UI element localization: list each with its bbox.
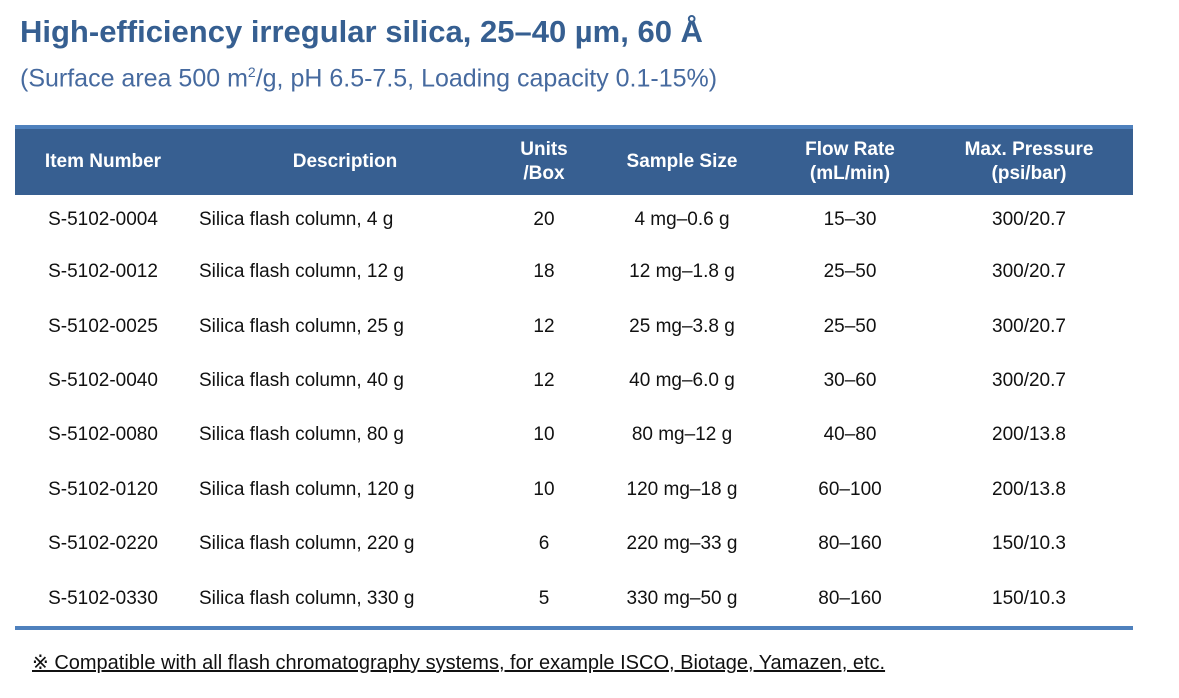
cell-item-number: S-5102-0330: [15, 571, 191, 630]
table-row: S-5102-0025 Silica flash column, 25 g 12 25…: [15, 299, 1133, 353]
cell-description: Silica flash column, 330 g: [191, 571, 499, 630]
cell-sample-size: 220 mg–33 g: [626, 533, 738, 555]
cell-sample-size: 12 mg–1.8 g: [629, 261, 735, 283]
column-header-description: Description: [191, 127, 499, 195]
cell-sample-size: 330 mg–50 g: [589, 571, 775, 630]
cell-description: Silica flash column, 80 g: [199, 424, 404, 446]
compatibility-note: ※ Compatible with all flash chromatograp…: [32, 652, 886, 674]
cell-description: Silica flash column, 25 g: [199, 315, 404, 337]
cell-flow-rate: 25–50: [823, 261, 877, 283]
cell-max-pressure: 300/20.7: [992, 369, 1066, 391]
cell-flow-rate: 80–160: [775, 571, 925, 630]
column-header-max-pressure: Max. Pressure (psi/bar): [925, 127, 1133, 195]
cell-units-per-box: 6: [538, 533, 550, 555]
cell-max-pressure: 150/10.3: [992, 533, 1066, 555]
header-line: Item Number: [44, 151, 162, 172]
header-line: Units: [520, 139, 568, 160]
cell-flow-rate: 30–60: [823, 369, 877, 391]
cell-description: Silica flash column, 4 g: [199, 209, 394, 230]
table-row: S-5102-0080 Silica flash column, 80 g 10 80…: [15, 408, 1133, 462]
table-row: S-5102-0330 Silica flash column, 330 g 5 33…: [15, 571, 1133, 630]
cell-description: Silica flash column, 12 g: [199, 261, 404, 283]
table-row: S-5102-0004 Silica flash column, 4 g 20 4 m…: [15, 195, 1133, 245]
table-row: S-5102-0040 Silica flash column, 40 g 12 40…: [15, 354, 1133, 408]
cell-units-per-box: 12: [533, 369, 555, 391]
table-row: S-5102-0012 Silica flash column, 12 g 18 12…: [15, 245, 1133, 299]
cell-max-pressure: 300/20.7: [992, 315, 1066, 337]
cell-units-per-box: 10: [533, 478, 555, 500]
column-header-flow-rate: Flow Rate (mL/min): [775, 127, 925, 195]
cell-sample-size: 4 mg–0.6 g: [634, 209, 730, 230]
cell-flow-rate: 60–100: [818, 478, 882, 500]
cell-sample-size: 40 mg–6.0 g: [629, 369, 735, 391]
subtitle-text: (Surface area 500 m: [20, 64, 248, 93]
cell-flow-rate: 15–30: [823, 209, 877, 230]
subtitle-text: /g, pH 6.5-7.5, Loading capacity 0.1-15%…: [255, 64, 718, 93]
cell-units-per-box: 10: [533, 424, 555, 446]
cell-flow-rate: 25–50: [823, 315, 877, 337]
header-line: (mL/min): [809, 163, 891, 184]
subtitle-superscript: 2: [247, 64, 256, 80]
cell-sample-size: 120 mg–18 g: [626, 478, 738, 500]
cell-max-pressure: 200/13.8: [992, 478, 1066, 500]
header-line: /Box: [523, 163, 565, 184]
cell-units-per-box: 18: [533, 261, 555, 283]
cell-item-number: S-5102-0025: [48, 315, 158, 337]
cell-item-number: S-5102-0012: [48, 261, 158, 283]
cell-description: Silica flash column, 120 g: [199, 478, 415, 500]
page-title: High-efficiency irregular silica, 25–40 …: [20, 14, 703, 49]
cell-flow-rate: 40–80: [823, 424, 877, 446]
table-header-row: Item Number Description Units/Box Sample Si…: [15, 127, 1133, 195]
cell-units-per-box: 20: [533, 209, 555, 230]
cell-max-pressure: 200/13.8: [992, 424, 1066, 446]
product-table: Item Number Description Units/Box Sample Si…: [15, 125, 1133, 630]
cell-item-number: S-5102-0120: [48, 478, 158, 500]
cell-max-pressure: 150/10.3: [925, 571, 1133, 630]
table-row: S-5102-0120 Silica flash column, 120 g 10 1…: [15, 463, 1133, 517]
cell-item-number: S-5102-0220: [48, 533, 158, 555]
column-header-sample-size: Sample Size: [589, 127, 775, 195]
cell-description: Silica flash column, 220 g: [199, 533, 415, 555]
column-header-units-per-box: Units/Box: [499, 127, 589, 195]
cell-max-pressure: 300/20.7: [992, 209, 1066, 230]
cell-item-number: S-5102-0040: [48, 369, 158, 391]
cell-description: Silica flash column, 40 g: [199, 369, 404, 391]
table-row: S-5102-0220 Silica flash column, 220 g 6 22…: [15, 517, 1133, 571]
cell-units-per-box: 12: [533, 315, 555, 337]
cell-item-number: S-5102-0004: [48, 209, 158, 230]
cell-item-number: S-5102-0080: [48, 424, 158, 446]
cell-flow-rate: 80–160: [818, 533, 882, 555]
cell-units-per-box: 5: [499, 571, 589, 630]
header-line: Description: [292, 151, 398, 172]
cell-sample-size: 80 mg–12 g: [631, 424, 733, 446]
column-header-item-number: Item Number: [15, 127, 191, 195]
header-line: Max. Pressure: [964, 139, 1094, 160]
header-line: Flow Rate: [805, 139, 895, 160]
cell-max-pressure: 300/20.7: [992, 261, 1066, 283]
page-subtitle: (Surface area 500 m2/g, pH 6.5-7.5, Load…: [20, 64, 717, 93]
header-line: Sample Size: [626, 151, 738, 172]
header-line: (psi/bar): [991, 163, 1067, 184]
cell-sample-size: 25 mg–3.8 g: [629, 315, 735, 337]
